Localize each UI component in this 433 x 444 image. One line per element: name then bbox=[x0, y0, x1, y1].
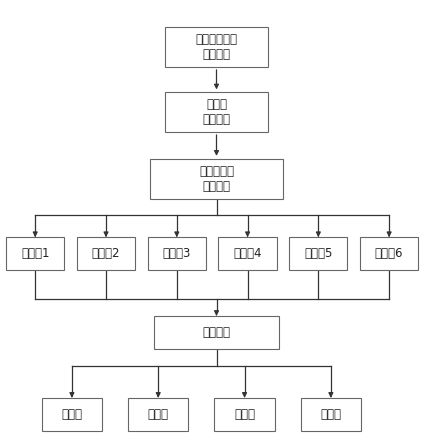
Bar bbox=[218, 237, 277, 270]
Text: 投票机制: 投票机制 bbox=[203, 326, 230, 339]
Bar bbox=[128, 398, 188, 431]
Text: 主成分分析
数据压缩: 主成分分析 数据压缩 bbox=[199, 165, 234, 193]
Text: 泡状流: 泡状流 bbox=[148, 408, 169, 421]
Bar bbox=[165, 92, 268, 132]
Bar bbox=[148, 237, 206, 270]
Bar bbox=[214, 398, 275, 431]
Bar bbox=[149, 159, 284, 198]
Text: 分类器5: 分类器5 bbox=[304, 247, 333, 260]
Text: 分类器1: 分类器1 bbox=[21, 247, 49, 260]
Text: 硅光电池阵列
获取信号: 硅光电池阵列 获取信号 bbox=[196, 33, 237, 61]
Bar bbox=[289, 237, 348, 270]
Bar bbox=[360, 237, 418, 270]
Bar bbox=[6, 237, 65, 270]
Bar bbox=[154, 316, 279, 349]
Bar bbox=[301, 398, 361, 431]
Text: 分类器3: 分类器3 bbox=[163, 247, 191, 260]
Text: 特征值
矩阵计算: 特征值 矩阵计算 bbox=[203, 98, 230, 126]
Text: 层状流: 层状流 bbox=[320, 408, 341, 421]
Text: 分类器6: 分类器6 bbox=[375, 247, 404, 260]
Bar bbox=[42, 398, 102, 431]
Text: 环状流: 环状流 bbox=[61, 408, 82, 421]
Text: 分类器4: 分类器4 bbox=[233, 247, 262, 260]
Bar bbox=[165, 27, 268, 67]
Text: 段塞流: 段塞流 bbox=[234, 408, 255, 421]
Bar bbox=[77, 237, 135, 270]
Text: 分类器2: 分类器2 bbox=[92, 247, 120, 260]
